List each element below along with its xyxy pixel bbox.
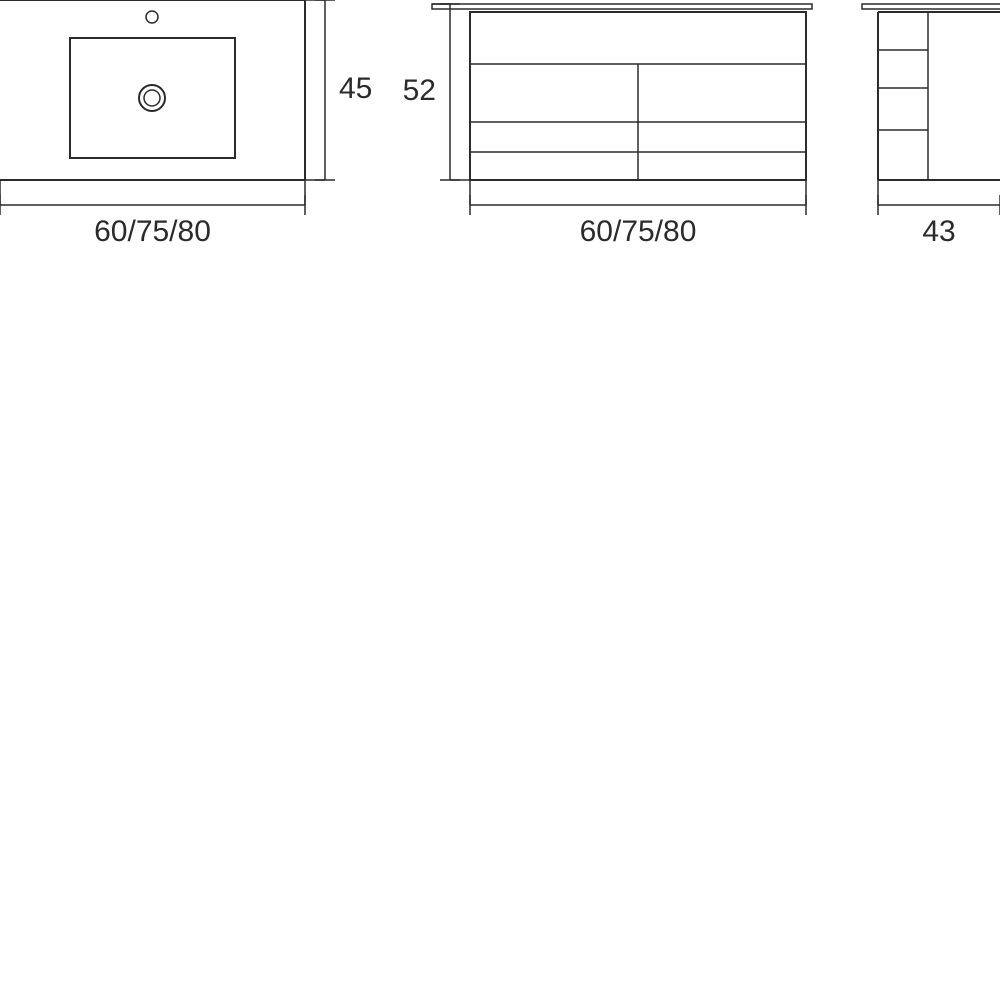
- dim-front-width: 60/75/80: [580, 215, 697, 248]
- dimension-drawing: 45 60/75/80 52 60/75/80 43: [0, 0, 1000, 1000]
- dim-side-depth: 43: [922, 215, 955, 248]
- dim-top-height: 45: [339, 72, 372, 105]
- dim-front-height: 52: [403, 74, 436, 107]
- dim-top-width: 60/75/80: [94, 215, 211, 248]
